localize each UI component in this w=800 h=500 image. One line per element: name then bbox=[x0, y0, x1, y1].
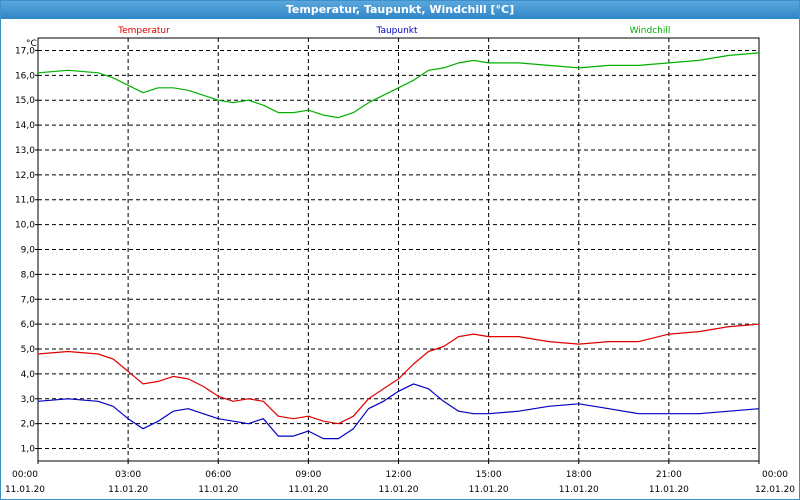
y-tick-label: 11,0 bbox=[15, 196, 35, 206]
x-tick-label-time: 06:00 bbox=[205, 470, 231, 480]
x-tick-label-time: 00:00 bbox=[762, 470, 788, 480]
series-line-windchill bbox=[37, 52, 760, 119]
legend-item-temperatur: Temperatur bbox=[117, 26, 170, 36]
grid-lines bbox=[38, 38, 759, 461]
x-tick-label-time: 21:00 bbox=[656, 470, 682, 480]
x-tick-label-date: 11.01.20 bbox=[5, 485, 45, 495]
x-tick-label-date: 11.01.20 bbox=[288, 485, 328, 495]
series-lines bbox=[37, 52, 760, 440]
legend-item-windchill: Windchill bbox=[630, 26, 671, 36]
x-tick-label-date: 11.01.20 bbox=[378, 485, 418, 495]
x-tick-label-time: 18:00 bbox=[566, 470, 592, 480]
y-tick-label: 17,0 bbox=[15, 46, 35, 56]
x-tick-label-time: 12:00 bbox=[386, 470, 412, 480]
y-tick-label: 3,0 bbox=[21, 395, 36, 405]
x-tick-label-date: 11.01.20 bbox=[649, 485, 689, 495]
x-tick-label-time: 03:00 bbox=[115, 470, 141, 480]
x-tick-label-time: 09:00 bbox=[295, 470, 321, 480]
x-tick-label-date: 11.01.20 bbox=[469, 485, 509, 495]
y-axis: 1,0 2,0 3,0 4,0 5,0 6,0 7,0 8,0 9,0 10,0 11,0 12,0 1… bbox=[15, 46, 38, 455]
series-line-temperatur bbox=[37, 323, 760, 425]
y-tick-label: 2,0 bbox=[21, 420, 36, 430]
y-tick-label: 1,0 bbox=[21, 445, 36, 455]
y-axis-label: °C bbox=[26, 39, 37, 49]
window-title: Temperatur, Taupunkt, Windchill [°C] bbox=[1, 1, 799, 19]
y-tick-label: 4,0 bbox=[21, 370, 36, 380]
y-tick-label: 7,0 bbox=[21, 295, 36, 305]
y-tick-label: 6,0 bbox=[21, 320, 36, 330]
legend-item-taupunkt: Taupunkt bbox=[375, 26, 418, 36]
x-axis: 00:00 11.01.20 03:00 11.01.20 06:00 11.01.20 0… bbox=[5, 461, 795, 495]
series-line-taupunkt bbox=[37, 383, 760, 440]
x-tick-label-date: 11.01.20 bbox=[198, 485, 238, 495]
y-tick-label: 5,0 bbox=[21, 345, 36, 355]
x-tick-label-date: 11.01.20 bbox=[108, 485, 148, 495]
y-tick-label: 12,0 bbox=[15, 171, 35, 181]
legend: Temperatur Taupunkt Windchill bbox=[117, 26, 670, 36]
x-tick-label-time: 15:00 bbox=[476, 470, 502, 480]
y-tick-label: 9,0 bbox=[21, 246, 36, 256]
x-tick-label-date: 11.01.20 bbox=[559, 485, 599, 495]
y-tick-label: 15,0 bbox=[15, 96, 35, 106]
x-tick-label-time: 00:00 bbox=[12, 470, 38, 480]
y-tick-label: 10,0 bbox=[15, 221, 35, 231]
x-tick-label-date: 12.01.20 bbox=[755, 485, 795, 495]
y-tick-label: 8,0 bbox=[21, 270, 36, 280]
y-tick-label: 14,0 bbox=[15, 121, 35, 131]
y-tick-label: 13,0 bbox=[15, 146, 35, 156]
y-tick-label: 16,0 bbox=[15, 71, 35, 81]
